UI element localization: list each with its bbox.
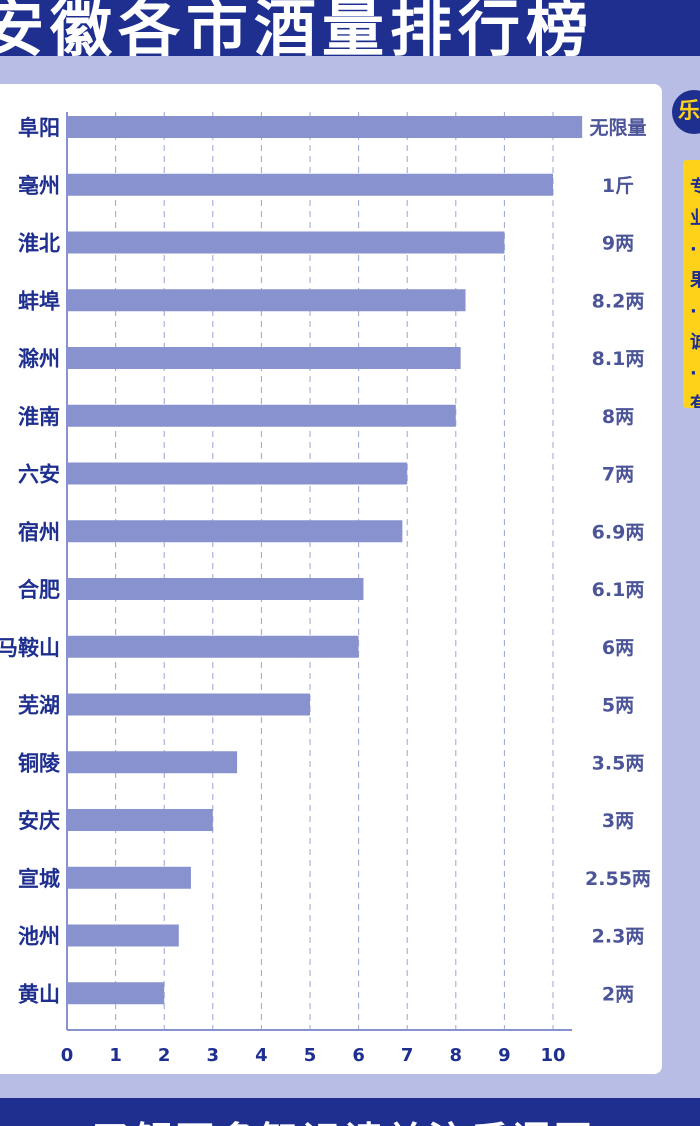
value-label: 7两 bbox=[602, 464, 634, 486]
bar bbox=[67, 231, 505, 254]
bar bbox=[67, 866, 191, 889]
bar bbox=[67, 347, 461, 369]
x-tick-label: 2 bbox=[158, 1045, 171, 1066]
bar bbox=[67, 635, 359, 658]
chart-panel: 阜阳 无限量亳州 1斤淮北 9两蚌埠 8.2两滁州 8.1两淮南 8两六安 7两宿州 6.9两合… bbox=[0, 84, 662, 1074]
category-label: 安庆 bbox=[18, 809, 60, 833]
bar bbox=[67, 462, 408, 485]
side-note-strip: 专业·果·诚·有·流·度 bbox=[683, 160, 700, 408]
category-label: 宿州 bbox=[18, 520, 60, 544]
value-label: 8.2两 bbox=[592, 290, 645, 312]
side-note-text: 专业·果·诚·有·流·度 bbox=[690, 177, 700, 408]
bar bbox=[67, 173, 553, 196]
value-label: 3.5两 bbox=[592, 752, 645, 774]
category-label: 池州 bbox=[18, 925, 60, 949]
value-label: 6.1两 bbox=[592, 579, 645, 601]
category-label: 铜陵 bbox=[18, 751, 61, 775]
category-label: 宣城 bbox=[18, 867, 60, 891]
bar bbox=[67, 289, 466, 312]
value-label: 6两 bbox=[602, 637, 634, 659]
category-label: 淮北 bbox=[18, 232, 60, 256]
bar bbox=[67, 404, 456, 427]
page-title: 安徽各市酒量排行榜 bbox=[0, 0, 595, 56]
bar bbox=[67, 116, 583, 138]
bar bbox=[67, 751, 238, 774]
x-tick-label: 4 bbox=[255, 1045, 268, 1066]
bar bbox=[67, 693, 310, 716]
side-logo-badge: 乐 bbox=[672, 90, 700, 134]
bar bbox=[67, 924, 179, 947]
category-label: 阜阳 bbox=[18, 116, 60, 140]
side-badge-text: 乐 bbox=[678, 99, 700, 124]
category-label: 黄山 bbox=[18, 982, 60, 1006]
category-label: 蚌埠 bbox=[18, 289, 60, 313]
footer-text: 了解更多智识请关注后语图 bbox=[92, 1110, 596, 1126]
x-tick-label: 10 bbox=[540, 1045, 565, 1066]
value-label: 2两 bbox=[602, 983, 634, 1005]
value-label: 9两 bbox=[602, 233, 634, 255]
category-label: 六安 bbox=[18, 463, 60, 487]
x-tick-label: 6 bbox=[352, 1045, 365, 1066]
value-label: 6.9两 bbox=[592, 521, 645, 543]
value-label: 无限量 bbox=[589, 117, 646, 139]
footer-banner: 了解更多智识请关注后语图 bbox=[0, 1098, 700, 1126]
header-banner: 安徽各市酒量排行榜 bbox=[0, 0, 700, 56]
category-label: 亳州 bbox=[18, 174, 60, 198]
category-label: 淮南 bbox=[18, 405, 60, 429]
category-label: 芜湖 bbox=[18, 694, 60, 718]
bar bbox=[67, 520, 403, 543]
x-tick-label: 9 bbox=[498, 1045, 511, 1066]
bar bbox=[67, 982, 165, 1005]
category-label: 合肥 bbox=[18, 578, 60, 602]
category-label: 滁州 bbox=[18, 347, 60, 371]
x-tick-label: 3 bbox=[207, 1045, 220, 1066]
x-tick-label: 7 bbox=[401, 1045, 414, 1066]
x-tick-label: 5 bbox=[304, 1045, 317, 1066]
bar bbox=[67, 809, 213, 831]
value-label: 8.1两 bbox=[592, 348, 645, 370]
x-tick-label: 1 bbox=[109, 1045, 122, 1066]
value-label: 8两 bbox=[602, 406, 634, 428]
value-label: 3两 bbox=[602, 810, 634, 832]
value-label: 5两 bbox=[602, 695, 634, 717]
category-label: 马鞍山 bbox=[0, 636, 60, 660]
x-tick-label: 8 bbox=[450, 1045, 463, 1066]
x-tick-label: 0 bbox=[61, 1045, 74, 1066]
value-label: 2.55两 bbox=[585, 868, 651, 890]
value-label: 1斤 bbox=[602, 175, 634, 197]
bar bbox=[67, 578, 364, 600]
value-label: 2.3两 bbox=[592, 926, 645, 948]
